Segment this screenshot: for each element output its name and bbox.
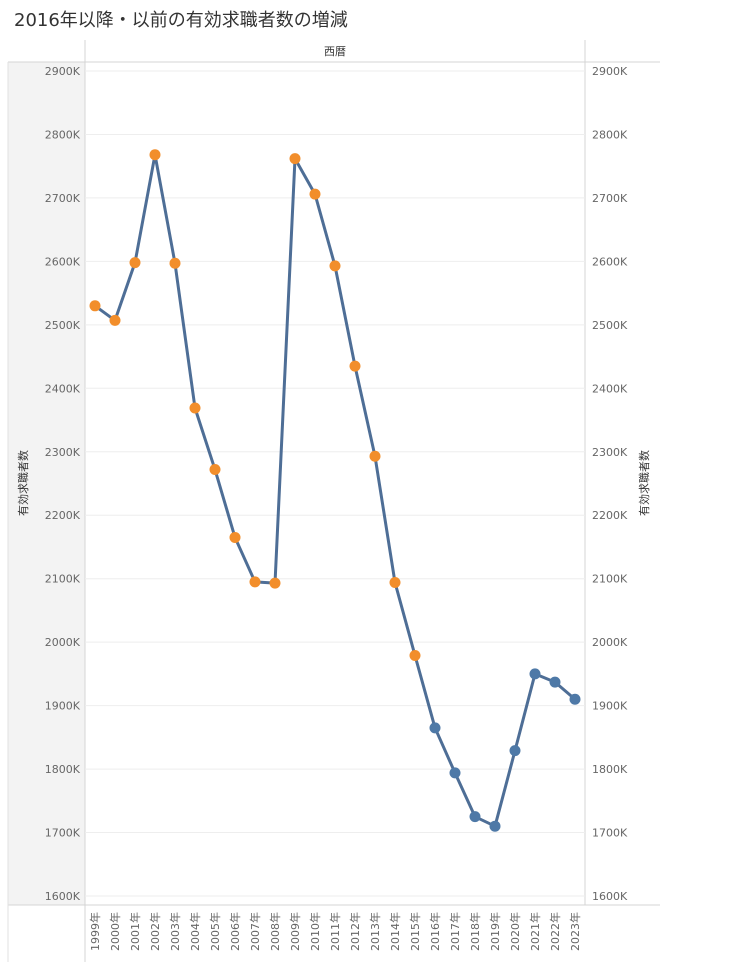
data-point[interactable] bbox=[109, 314, 121, 326]
y-tick-label-right: 1800K bbox=[592, 763, 628, 776]
data-point[interactable] bbox=[469, 811, 481, 823]
x-tick-label: 2022年 bbox=[548, 912, 562, 951]
data-points bbox=[89, 149, 581, 832]
y-tick-label-left: 2200K bbox=[45, 509, 81, 522]
y-tick-label-left: 2600K bbox=[45, 255, 81, 268]
y-tick-label-right: 2500K bbox=[592, 319, 628, 332]
y-tick-label-left: 2500K bbox=[45, 319, 81, 332]
left-axis-band bbox=[8, 62, 85, 905]
x-tick-label: 1999年 bbox=[88, 912, 102, 951]
x-tick-label: 2006年 bbox=[228, 912, 242, 951]
x-tick-label: 2003年 bbox=[168, 912, 182, 951]
x-tick-label: 2004年 bbox=[188, 912, 202, 951]
data-point[interactable] bbox=[189, 402, 201, 414]
x-tick-label: 2008年 bbox=[268, 912, 282, 951]
data-point[interactable] bbox=[229, 531, 241, 543]
y-tick-label-left: 1600K bbox=[45, 890, 81, 903]
data-point[interactable] bbox=[129, 257, 141, 269]
y-tick-label-right: 2800K bbox=[592, 128, 628, 141]
y-axis-title-left: 有効求職者数 bbox=[16, 450, 30, 516]
data-point[interactable] bbox=[329, 260, 341, 272]
header-label: 西暦 bbox=[324, 45, 346, 58]
y-tick-label-right: 2200K bbox=[592, 509, 628, 522]
data-point[interactable] bbox=[349, 360, 361, 372]
data-point[interactable] bbox=[489, 820, 501, 832]
data-point[interactable] bbox=[389, 577, 401, 588]
y-tick-label-left: 2900K bbox=[45, 65, 81, 78]
data-point[interactable] bbox=[449, 767, 461, 779]
x-tick-label: 2018年 bbox=[468, 912, 482, 951]
data-point[interactable] bbox=[289, 153, 301, 165]
y-tick-label-right: 2100K bbox=[592, 573, 628, 586]
x-tick-label: 2021年 bbox=[528, 912, 542, 951]
y-tick-label-left: 2400K bbox=[45, 382, 81, 395]
y-tick-label-left: 2300K bbox=[45, 446, 81, 459]
y-tick-label-left: 2100K bbox=[45, 573, 81, 586]
y-tick-label-left: 2700K bbox=[45, 192, 81, 205]
x-tick-label: 2007年 bbox=[248, 912, 262, 951]
data-point[interactable] bbox=[149, 149, 161, 161]
x-tick-label: 2013年 bbox=[368, 912, 382, 951]
data-point[interactable] bbox=[209, 464, 221, 476]
x-axis: 1999年 2000年 2001年 2002年 2003年 2004年 2005年 2006年… bbox=[88, 912, 582, 951]
y-tick-label-right: 1900K bbox=[592, 700, 628, 713]
x-tick-label: 2002年 bbox=[148, 912, 162, 951]
x-tick-label: 2016年 bbox=[428, 912, 442, 951]
x-tick-label: 2010年 bbox=[308, 912, 322, 951]
y-axis-right: 1600K 1700K 1800K 1900K 2000K 2100K 2200K 2300K… bbox=[592, 65, 628, 903]
x-tick-label: 2017年 bbox=[448, 912, 462, 951]
y-tick-label-left: 1900K bbox=[45, 700, 81, 713]
data-point[interactable] bbox=[569, 693, 581, 705]
x-tick-label: 2000年 bbox=[108, 912, 122, 951]
x-tick-label: 2011年 bbox=[328, 912, 342, 951]
data-point[interactable] bbox=[249, 576, 261, 588]
data-point[interactable] bbox=[89, 300, 101, 312]
x-tick-label: 2015年 bbox=[408, 912, 422, 951]
y-axis-title-right: 有効求職者数 bbox=[637, 450, 651, 516]
y-tick-label-left: 2000K bbox=[45, 636, 81, 649]
x-tick-label: 2014年 bbox=[388, 912, 402, 951]
y-tick-label-right: 2400K bbox=[592, 382, 628, 395]
y-tick-label-left: 2800K bbox=[45, 128, 81, 141]
chart-title: 2016年以降・以前の有効求職者数の増減 bbox=[14, 10, 348, 31]
y-tick-label-right: 2000K bbox=[592, 636, 628, 649]
series-line-group bbox=[94, 153, 576, 828]
y-tick-label-right: 2600K bbox=[592, 255, 628, 268]
data-point[interactable] bbox=[269, 577, 281, 589]
y-tick-label-right: 2900K bbox=[592, 65, 628, 78]
y-tick-label-right: 2700K bbox=[592, 192, 628, 205]
y-tick-label-left: 1800K bbox=[45, 763, 81, 776]
data-point[interactable] bbox=[509, 745, 521, 757]
data-point[interactable] bbox=[169, 257, 181, 269]
gridlines bbox=[85, 70, 585, 897]
x-tick-label: 2005年 bbox=[208, 912, 222, 951]
y-axis-left: 1600K 1700K 1800K 1900K 2000K 2100K 2200K 2300K… bbox=[45, 65, 81, 903]
data-point[interactable] bbox=[309, 188, 321, 200]
y-tick-label-right: 2300K bbox=[592, 446, 628, 459]
data-point[interactable] bbox=[549, 676, 561, 688]
x-tick-label: 2012年 bbox=[348, 912, 362, 951]
y-tick-label-right: 1700K bbox=[592, 827, 628, 840]
x-tick-label: 2001年 bbox=[128, 912, 142, 951]
y-tick-label-left: 1700K bbox=[45, 827, 81, 840]
x-tick-label: 2009年 bbox=[288, 912, 302, 951]
y-tick-label-right: 1600K bbox=[592, 890, 628, 903]
data-point[interactable] bbox=[369, 450, 381, 462]
data-point[interactable] bbox=[529, 668, 541, 680]
data-point[interactable] bbox=[429, 722, 441, 734]
data-point[interactable] bbox=[409, 649, 421, 661]
x-tick-label: 2019年 bbox=[488, 912, 502, 951]
x-tick-label: 2020年 bbox=[508, 912, 522, 951]
series-line bbox=[94, 153, 576, 828]
x-tick-label: 2023年 bbox=[568, 912, 582, 951]
